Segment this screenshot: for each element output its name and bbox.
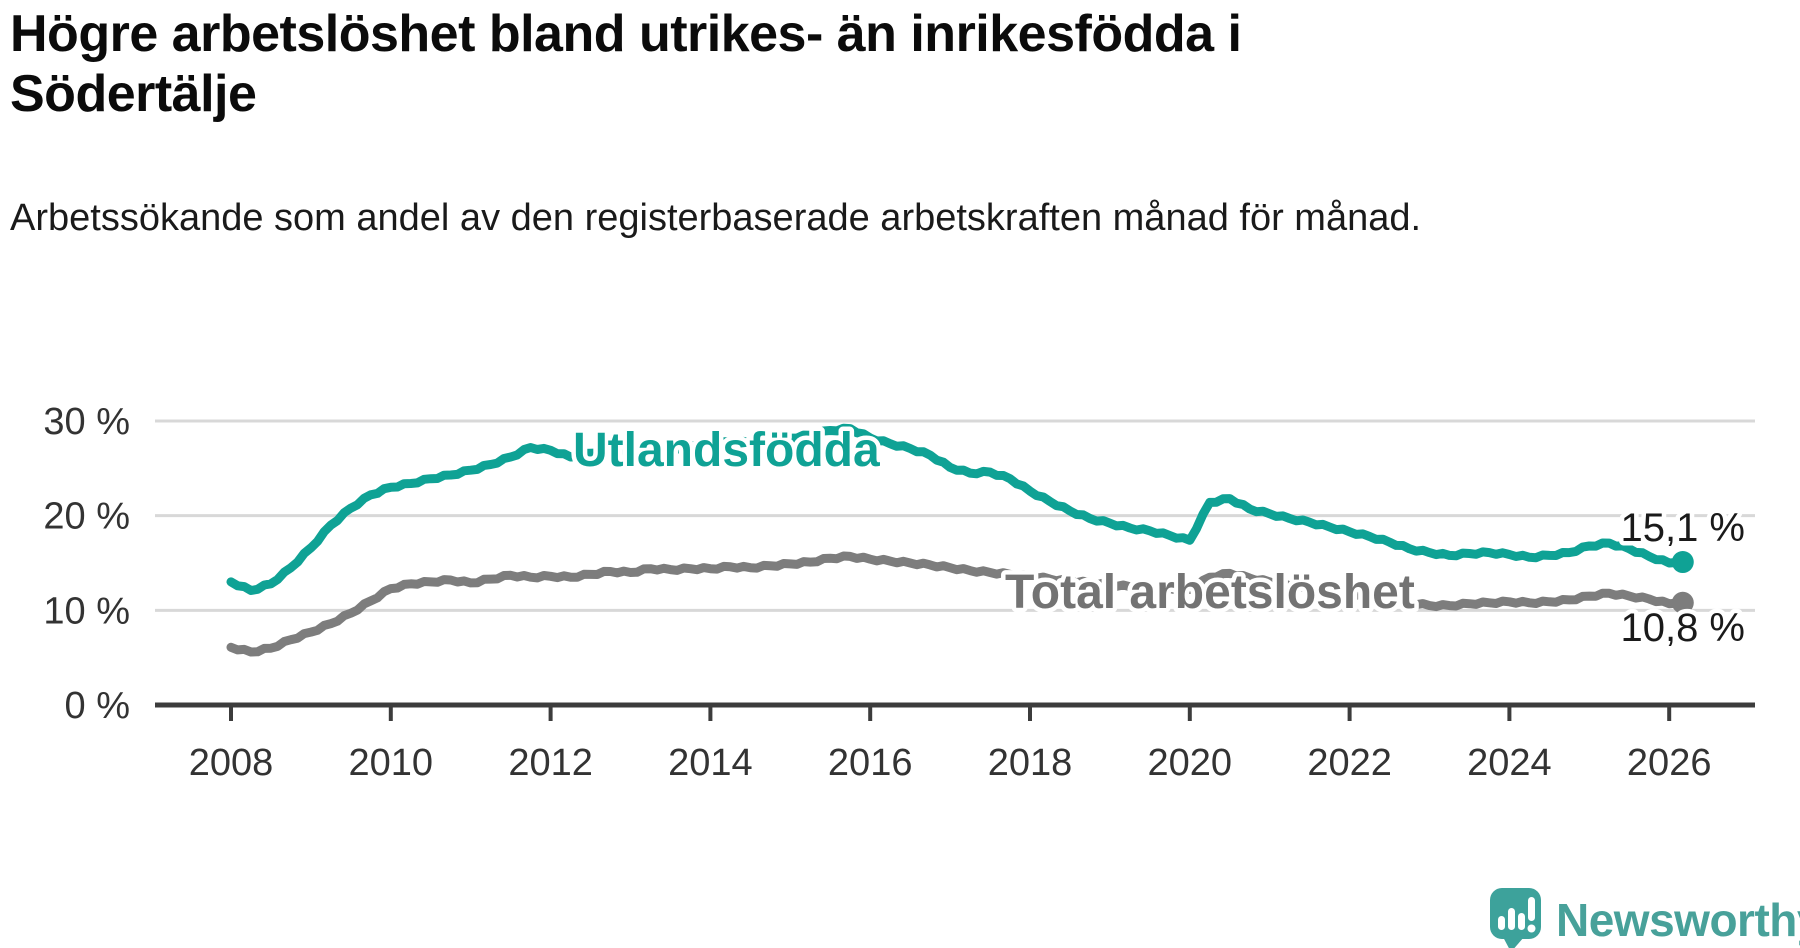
x-tick-label: 2026 — [1627, 742, 1712, 784]
y-tick-label: 10 % — [43, 590, 130, 632]
total-end-label: 10,8 % — [1620, 606, 1745, 650]
x-tick-label: 2024 — [1467, 742, 1552, 784]
y-tick-label: 30 % — [43, 401, 130, 443]
newsworthy-logo: Newsworthy — [1490, 888, 1800, 948]
foreign-born-line — [226, 423, 1688, 595]
x-axis-ticks — [229, 705, 1672, 721]
x-tick-label: 2018 — [988, 742, 1073, 784]
x-tick-label: 2014 — [668, 742, 753, 784]
page-title: Högre arbetslöshet bland utrikes- än inr… — [10, 5, 1242, 123]
x-tick-label: 2022 — [1307, 742, 1392, 784]
foreign-born-series-label: Utlandsfödda — [573, 424, 880, 477]
y-axis-tick-labels: 0 % 10 % 20 % 30 % — [43, 401, 130, 727]
foreign-born-end-dot — [1671, 551, 1694, 574]
total-unemployment-line — [226, 551, 1688, 657]
speech-bubble-bar-chart-icon — [1490, 888, 1541, 948]
x-tick-label: 2012 — [508, 742, 593, 784]
gridlines — [155, 419, 1755, 612]
x-tick-label: 2010 — [349, 742, 434, 784]
y-tick-label: 20 % — [43, 496, 130, 538]
x-tick-label: 2020 — [1148, 742, 1233, 784]
chart-subtitle: Arbetssökande som andel av den registerb… — [10, 197, 1422, 239]
newsworthy-wordmark: Newsworthy — [1556, 894, 1800, 946]
y-tick-label: 0 % — [65, 685, 130, 727]
total-end-dot — [1671, 591, 1694, 614]
x-tick-label: 2008 — [189, 742, 274, 784]
x-axis-tick-labels: 2008 2010 2012 2014 2016 2018 2020 2022 2024 2026 — [189, 742, 1712, 784]
foreign-born-end-label: 15,1 % — [1620, 506, 1745, 550]
x-tick-label: 2016 — [828, 742, 913, 784]
total-series-label: Total arbetslöshet — [1005, 566, 1415, 619]
